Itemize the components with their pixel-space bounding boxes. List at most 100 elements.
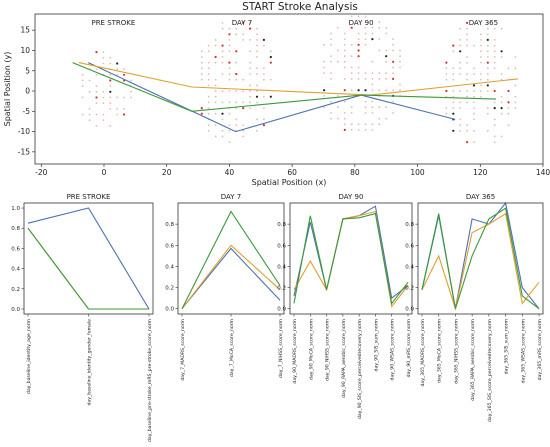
x-tick-label: day_7_MoCA_score_norm (229, 318, 235, 377)
scatter-point (493, 101, 496, 104)
scatter-point (473, 67, 475, 70)
scatter-point (263, 73, 265, 75)
x-tick-label: day_90_WSAS_score_norm (390, 318, 396, 380)
scatter-point (493, 44, 496, 47)
scatter-point (207, 129, 210, 132)
scatter-point (200, 112, 203, 115)
scatter-point (493, 118, 496, 121)
scatter-point (466, 33, 468, 36)
scatter-point (507, 67, 510, 70)
scatter-point (364, 72, 367, 75)
scatter-point (249, 67, 252, 70)
scatter-point (473, 107, 475, 109)
scatter-point (452, 67, 455, 70)
scatter-point (242, 90, 245, 92)
scatter-point (459, 61, 462, 64)
scatter-point (95, 90, 98, 93)
scatter-point (330, 100, 332, 103)
scatter-point (486, 27, 489, 30)
series-line (421, 207, 540, 310)
scatter-point (371, 83, 374, 86)
scatter-point (343, 60, 346, 63)
scatter-point (256, 56, 258, 58)
y-tick-label: 0.6 (11, 246, 20, 252)
scatter-point (95, 96, 98, 99)
panel-annotation: DAY 7 (232, 19, 252, 27)
scatter-point (486, 56, 489, 58)
scatter-point (207, 61, 210, 64)
scatter-point (109, 85, 112, 88)
scatter-point (493, 50, 496, 53)
scatter-point (269, 61, 272, 64)
scatter-point (364, 129, 367, 131)
scatter-point (200, 107, 203, 110)
scatter-point (207, 67, 210, 70)
scatter-point (214, 135, 217, 138)
series-line (72, 62, 497, 112)
scatter-point (109, 90, 112, 93)
scatter-point (445, 89, 448, 93)
scatter-point (459, 118, 462, 121)
scatter-point (378, 72, 381, 75)
scatter-point (214, 55, 217, 59)
scatter-point (109, 73, 112, 76)
scatter-point (514, 101, 517, 104)
scatter-point (123, 73, 126, 76)
scatter-point (486, 112, 489, 115)
scatter-point (445, 107, 448, 109)
scatter-point (323, 72, 325, 75)
scatter-point (459, 39, 462, 41)
x-tick-label: day_90_RAPA_aerobic_score_norm (341, 318, 347, 397)
scatter-point (221, 118, 224, 121)
scatter-point (385, 78, 388, 80)
scatter-point (214, 90, 217, 92)
scatter-point (249, 107, 252, 109)
scatter-point (235, 101, 238, 104)
scatter-point (392, 72, 394, 75)
scatter-point (228, 73, 231, 75)
scatter-point (385, 72, 388, 75)
scatter-point (378, 123, 381, 126)
scatter-point (343, 117, 346, 120)
scatter-point (221, 22, 224, 24)
x-tick-label: day_baseline_identity_age_norm (26, 318, 32, 393)
scatter-point (371, 123, 374, 126)
scatter-point (466, 78, 468, 81)
scatter-point (371, 78, 374, 80)
x-tick-label: 120 (473, 168, 488, 177)
scatter-point (343, 66, 346, 69)
scatter-point (102, 62, 105, 65)
scatter-point (116, 108, 119, 110)
scatter-point (214, 78, 217, 81)
scatter-point (249, 73, 252, 75)
y-tick-label: 0.2 (165, 286, 174, 292)
series-line (27, 227, 149, 310)
scatter-point (323, 43, 325, 46)
subplot-title: DAY 7 (221, 193, 241, 201)
scatter-point (200, 73, 203, 75)
scatter-point (459, 50, 462, 53)
scatter-point (81, 73, 84, 76)
scatter-point (500, 50, 503, 53)
scatter-point (452, 78, 455, 81)
scatter-point (200, 67, 203, 70)
scatter-point (249, 50, 252, 53)
scatter-point (493, 124, 496, 126)
scatter-point (255, 95, 259, 98)
scatter-point (350, 112, 353, 114)
scatter-point (480, 33, 482, 36)
scatter-point (242, 135, 245, 138)
scatter-point (486, 33, 489, 36)
subplot-1: PRE STROKE 0.0 0.2 0.4 0.6 0.8 1.0 day_baseline… (11, 193, 154, 442)
scatter-point (262, 38, 265, 42)
scatter-point (207, 101, 210, 104)
scatter-point (330, 117, 332, 120)
scatter-point (350, 43, 353, 46)
scatter-point (466, 21, 469, 24)
scatter-point (102, 113, 105, 116)
scatter-point (130, 90, 132, 93)
scatter-point (200, 50, 203, 53)
scatter-point (385, 60, 388, 63)
scatter-point (385, 26, 388, 29)
scatter-point (343, 112, 346, 114)
